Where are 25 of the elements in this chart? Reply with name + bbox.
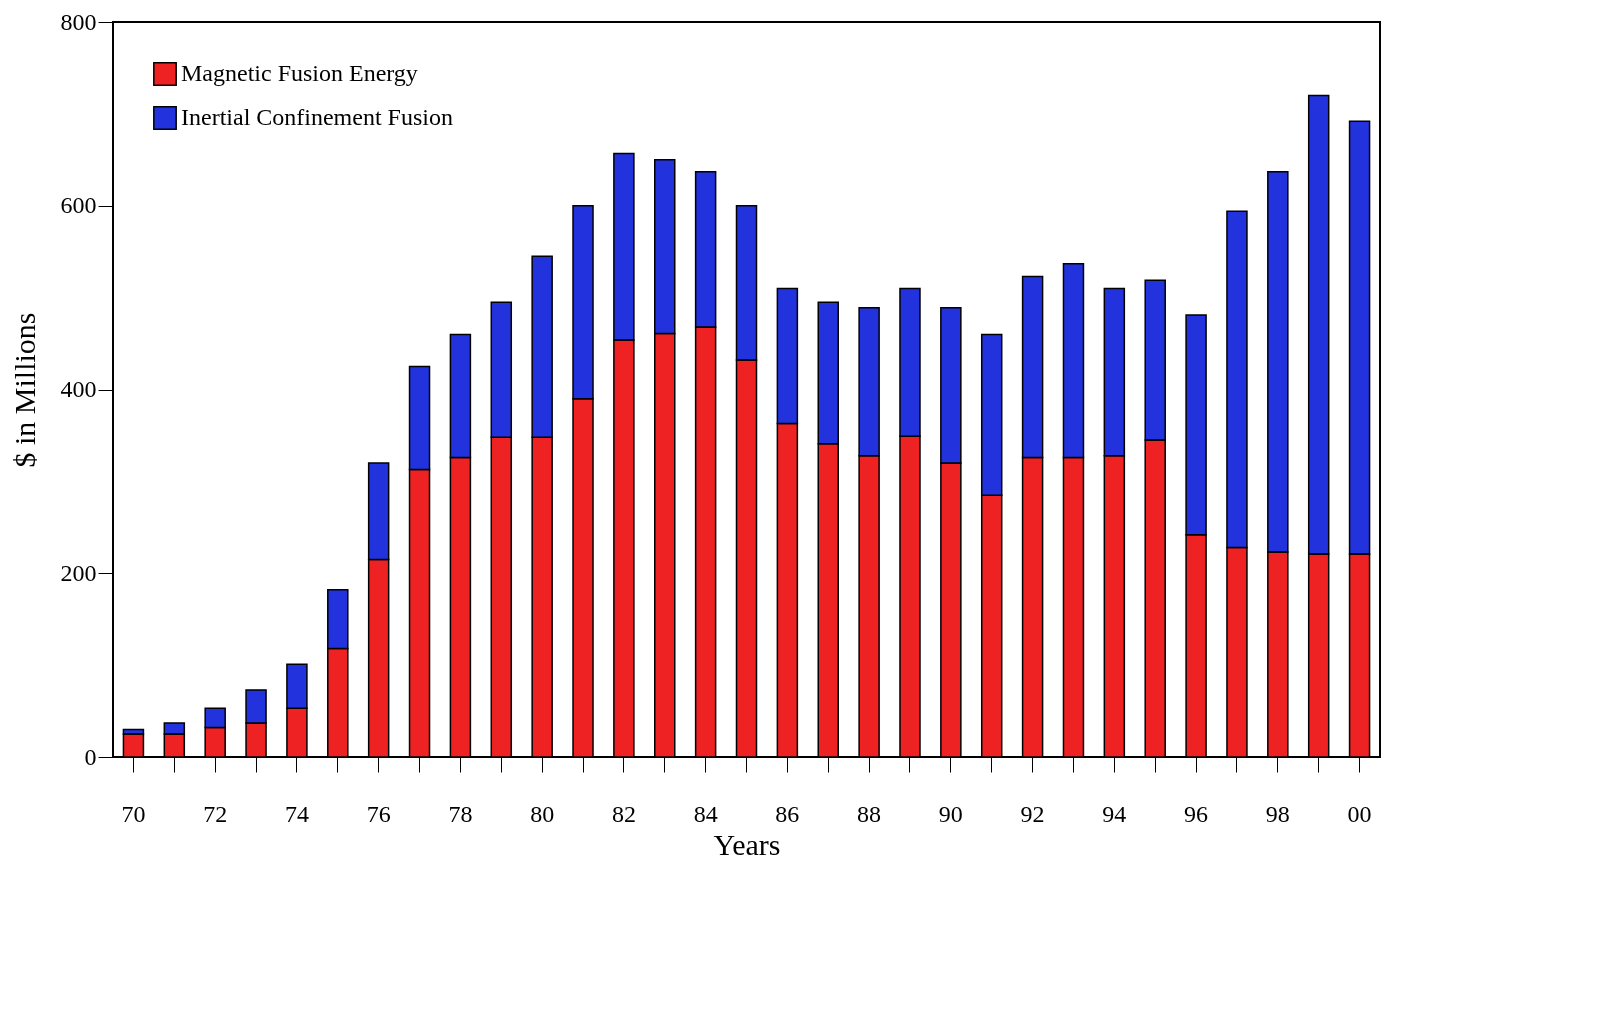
y-axis-title: $ in Millions: [7, 312, 41, 468]
x-tick-label: 94: [1102, 800, 1127, 827]
x-tick-label: 00: [1347, 800, 1372, 827]
y-tick-label: 200: [60, 559, 97, 586]
x-axis-title: Years: [713, 827, 781, 861]
x-tick-label: 86: [775, 800, 800, 827]
x-tick-label: 82: [611, 800, 636, 827]
x-tick-label: 78: [448, 800, 473, 827]
y-tick-label: 800: [60, 8, 97, 35]
x-tick-label: 98: [1265, 800, 1290, 827]
x-tick-label: 74: [284, 800, 309, 827]
x-tick-label: 84: [693, 800, 718, 827]
x-tick-label: 76: [366, 800, 391, 827]
y-tick-label: 400: [60, 376, 97, 402]
x-tick-label: 92: [1020, 800, 1045, 827]
x-tick-label: 70: [121, 800, 146, 827]
y-tick-label: 0: [84, 743, 97, 770]
x-tick-label: 80: [530, 800, 555, 827]
y-tick-label: 600: [60, 192, 97, 219]
x-tick-label: 96: [1184, 800, 1209, 827]
x-tick-label: 72: [203, 800, 228, 827]
legend-label: Inertial Confinement Fusion: [181, 104, 453, 130]
legend-label: Magnetic Fusion Energy: [181, 60, 418, 86]
x-tick-label: 88: [857, 800, 882, 827]
x-tick-label: 90: [938, 800, 963, 827]
